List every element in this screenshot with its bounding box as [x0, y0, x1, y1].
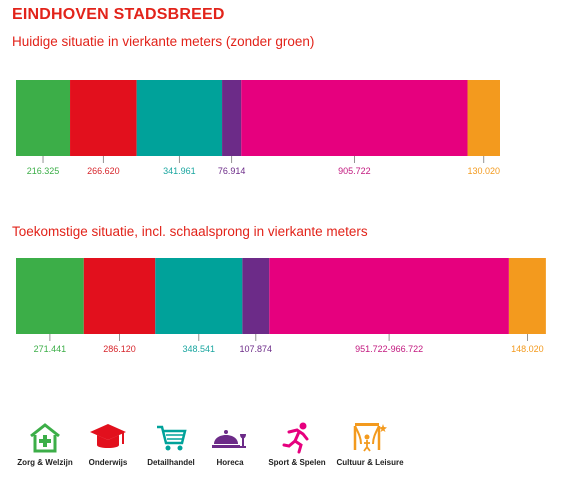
theater-icon: [353, 423, 387, 452]
bar-segment: [83, 258, 156, 334]
bar-segment: [70, 80, 137, 156]
legend-label: Detailhandel: [147, 458, 195, 467]
legend: Zorg & Welzijn Onderwijs Detailhandel Ho…: [0, 420, 576, 476]
legend-label: Horeca: [216, 458, 244, 467]
bar-segment: [16, 258, 84, 334]
page-title: EINDHOVEN STADSBREED: [12, 6, 225, 23]
legend-label: Cultuur & Leisure: [336, 458, 404, 467]
legend-label: Onderwijs: [88, 458, 128, 467]
legend-label: Sport & Spelen: [268, 458, 326, 467]
shopping-cart-icon: [157, 425, 187, 451]
value-label: 130.020: [467, 166, 500, 176]
legend-label: Zorg & Welzijn: [17, 458, 73, 467]
graduation-cap-icon: [90, 424, 126, 448]
chart-future: 271.441 286.120 348.541 107.874 951.722-966.…: [16, 258, 546, 354]
legend-item-zorg: Zorg & Welzijn: [14, 420, 76, 467]
bar-segment: [136, 80, 223, 156]
legend-item-onderwijs: Onderwijs: [80, 420, 136, 467]
chart-1-title: Huidige situatie in vierkante meters (zo…: [12, 34, 315, 49]
value-label: 348.541: [183, 344, 216, 354]
value-label: 271.441: [34, 344, 67, 354]
legend-item-sport: Sport & Spelen: [264, 420, 330, 467]
legend-item-horeca: Horeca: [200, 420, 260, 467]
value-label: 286.120: [103, 344, 136, 354]
bar-segment: [16, 80, 71, 156]
value-label: 905.722: [338, 166, 371, 176]
bar-segment: [222, 80, 242, 156]
house-plus-icon: [30, 423, 60, 453]
value-label: 951.722-966.722: [355, 344, 423, 354]
value-label: 107.874: [240, 344, 273, 354]
bar-segment: [467, 80, 500, 156]
legend-item-cultuur: Cultuur & Leisure: [334, 420, 406, 467]
value-label: 76.914: [218, 166, 246, 176]
value-label: 148.020: [511, 344, 544, 354]
runner-icon: [282, 422, 309, 454]
value-label: 341.961: [163, 166, 196, 176]
bar-segment: [269, 258, 509, 334]
chart-current: 216.325 266.620 341.961 76.914 905.722 130.02…: [16, 80, 500, 176]
legend-item-detailhandel: Detailhandel: [140, 420, 202, 467]
bar-segment: [508, 258, 546, 334]
dining-icon: [212, 430, 246, 448]
bar-segment: [241, 80, 468, 156]
chart-2-title: Toekomstige situatie, incl. schaalsprong…: [12, 224, 368, 239]
bar-segment: [155, 258, 243, 334]
value-label: 266.620: [87, 166, 120, 176]
value-label: 216.325: [27, 166, 60, 176]
bar-segment: [242, 258, 270, 334]
